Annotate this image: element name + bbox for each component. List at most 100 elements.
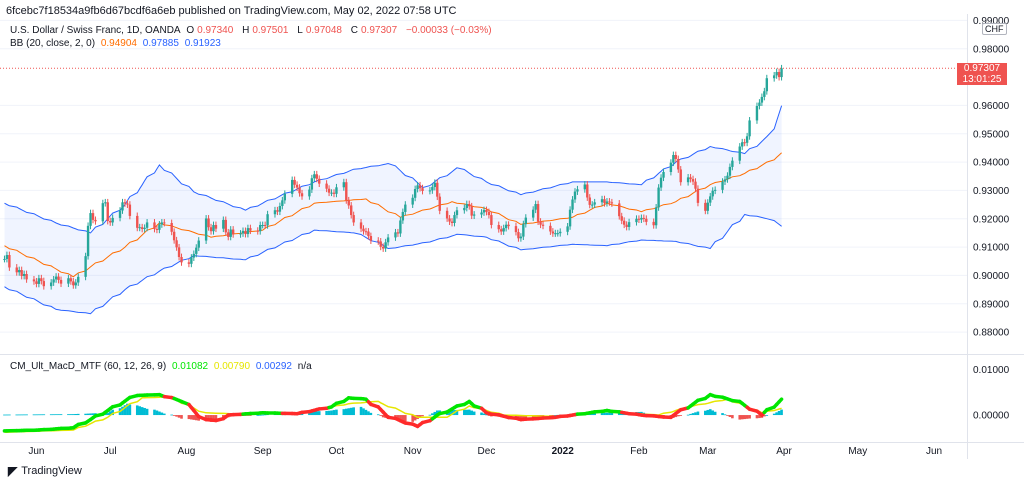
candle-body <box>342 182 346 188</box>
candle-body <box>256 230 259 232</box>
histogram-bar <box>330 410 333 416</box>
histogram-bar <box>84 413 87 416</box>
candle-body <box>126 203 129 205</box>
candle-body <box>325 183 328 189</box>
histogram-bar <box>172 415 176 416</box>
ohlc-open: O 0.97340 <box>186 25 234 36</box>
candle-body <box>32 279 36 282</box>
histogram-bar <box>347 408 351 416</box>
candle-body <box>190 257 193 264</box>
candle-body <box>227 232 230 237</box>
candle-body <box>465 204 468 208</box>
candle-body <box>239 233 242 235</box>
candle-body <box>249 228 252 231</box>
bb-legend[interactable]: BB (20, close, 2, 0) 0.94904 0.97885 0.9… <box>10 38 224 49</box>
candle-body <box>662 172 665 178</box>
candle-body <box>15 267 18 273</box>
histogram-bar <box>67 414 70 416</box>
time-axis: Jun Jul Aug Sep Oct Nov Dec 2022 Feb Mar Apr May Jun <box>28 446 942 457</box>
candle-body <box>175 240 178 248</box>
histogram-bar <box>617 412 621 416</box>
histogram-bar <box>463 409 466 416</box>
candle-body <box>276 210 279 212</box>
price-tick-label: 0.95000 <box>973 129 1010 140</box>
candle-body <box>745 136 749 143</box>
candle-body <box>504 224 508 229</box>
histogram-bar <box>758 415 761 419</box>
candle-body <box>534 204 537 210</box>
histogram-bar <box>726 415 729 416</box>
time-tick-label: Aug <box>178 446 196 457</box>
histogram-bar <box>158 411 161 416</box>
candle-body <box>576 189 579 192</box>
histogram-bar <box>554 415 557 416</box>
candle-body <box>404 204 407 212</box>
histogram-bar <box>745 415 749 419</box>
histogram-bar <box>261 414 264 416</box>
macd-value-2: 0.00790 <box>213 361 251 372</box>
histogram-bar <box>708 409 712 416</box>
histogram-bar <box>126 403 129 416</box>
histogram-bar <box>54 414 58 416</box>
candle-body <box>610 202 614 204</box>
macd-legend[interactable]: CM_Ult_MacD_MTF (60, 12, 26, 9) 0.01082 … <box>10 361 315 372</box>
candle-body <box>436 182 439 197</box>
candle-body <box>377 240 380 242</box>
histogram-bar <box>49 414 53 416</box>
candle-body <box>5 255 9 259</box>
histogram-bar <box>20 414 23 416</box>
histogram-bar <box>399 415 402 421</box>
candle-body <box>89 213 92 226</box>
candle-body <box>57 276 60 280</box>
candle-body <box>728 166 732 176</box>
candles <box>3 64 783 290</box>
time-tick-label: 2022 <box>552 446 575 457</box>
histogram-bar <box>755 415 759 419</box>
candle-body <box>470 206 473 216</box>
candle-body <box>8 255 11 268</box>
candle-body <box>645 218 648 222</box>
tradingview-wordmark: TradingView <box>21 465 82 477</box>
candle-body <box>686 177 690 183</box>
candle-body <box>266 214 269 226</box>
candle-body <box>677 158 680 170</box>
histogram-bar <box>551 415 555 416</box>
candle-body <box>244 230 247 235</box>
candle-body <box>603 199 606 204</box>
ohlc-change: −0.00033 (−0.03%) <box>405 25 492 36</box>
symbol-legend[interactable]: U.S. Dollar / Swiss Franc, 1D, OANDA O 0.… <box>10 25 495 36</box>
tradingview-logo[interactable]: ◤ TradingView <box>8 464 82 478</box>
time-tick-label: Apr <box>776 446 792 457</box>
candle-body <box>674 155 678 159</box>
histogram-bar <box>775 412 778 416</box>
candle-body <box>104 202 107 204</box>
histogram-bar <box>194 415 198 421</box>
candle-body <box>364 231 368 233</box>
histogram-bar <box>3 414 6 416</box>
candle-body <box>487 211 491 216</box>
histogram-bar <box>8 414 11 416</box>
histogram-bar <box>362 408 365 416</box>
candle-body <box>689 177 692 180</box>
candle-body <box>554 233 557 235</box>
histogram-bar <box>472 411 476 416</box>
candle-body <box>49 282 53 287</box>
histogram-bar <box>5 414 9 416</box>
candle-body <box>231 229 235 235</box>
histogram-bar <box>428 414 432 416</box>
histogram-bar <box>74 414 78 416</box>
histogram-bar <box>190 415 193 420</box>
currency-label[interactable]: CHF <box>982 23 1007 35</box>
histogram-bar <box>246 415 250 416</box>
histogram-bar <box>15 414 19 416</box>
candle-body <box>775 71 778 76</box>
candle-body <box>399 220 402 234</box>
candle-body <box>468 204 471 207</box>
candle-body <box>259 224 262 232</box>
histogram-bar <box>163 413 166 416</box>
histogram-bar <box>35 414 38 416</box>
histogram-bar <box>263 414 267 416</box>
histogram-bar <box>728 415 732 417</box>
candle-body <box>138 227 141 229</box>
